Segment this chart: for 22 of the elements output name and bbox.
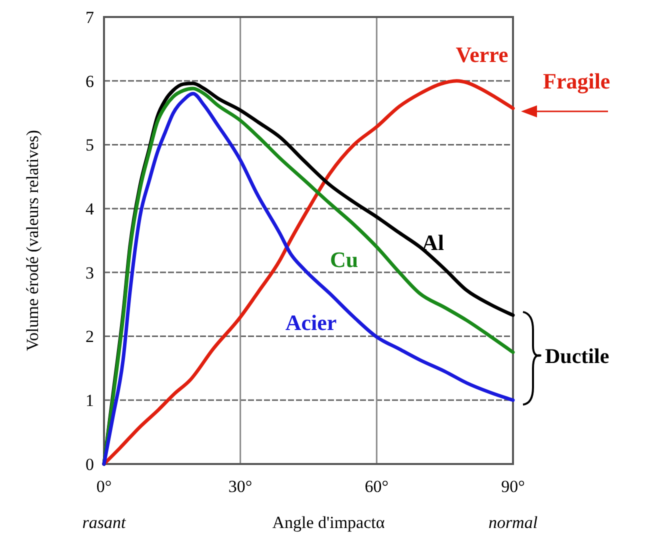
y-tick-label: 3 <box>86 263 94 282</box>
annotation: Fragile <box>543 68 610 94</box>
x-tick-label: 90° <box>501 477 525 496</box>
y-tick-label: 4 <box>86 200 94 219</box>
x-axis-title: Angle d'impactα <box>272 513 385 532</box>
text: rasant <box>82 513 127 532</box>
y-tick-label: 0 <box>86 454 94 474</box>
y-axis-title: Volume érodé (valeurs relatives) <box>23 130 42 352</box>
x-tick-label: 0° <box>96 477 112 496</box>
x-tick-label: 30° <box>228 477 252 496</box>
series-label: Cu <box>330 247 358 272</box>
series-label: Al <box>422 230 444 255</box>
y-tick-label: 1 <box>86 391 94 410</box>
series-label: Verre <box>456 42 508 67</box>
annotation: Ductile <box>545 344 610 368</box>
y-tick-label: 7 <box>86 8 94 27</box>
y-tick-label: 2 <box>86 327 94 346</box>
series-label: Acier <box>285 310 337 335</box>
text: normal <box>488 513 538 532</box>
x-tick-label: 60° <box>364 477 389 496</box>
y-tick-label: 5 <box>86 136 94 155</box>
y-tick-label: 6 <box>86 72 94 91</box>
